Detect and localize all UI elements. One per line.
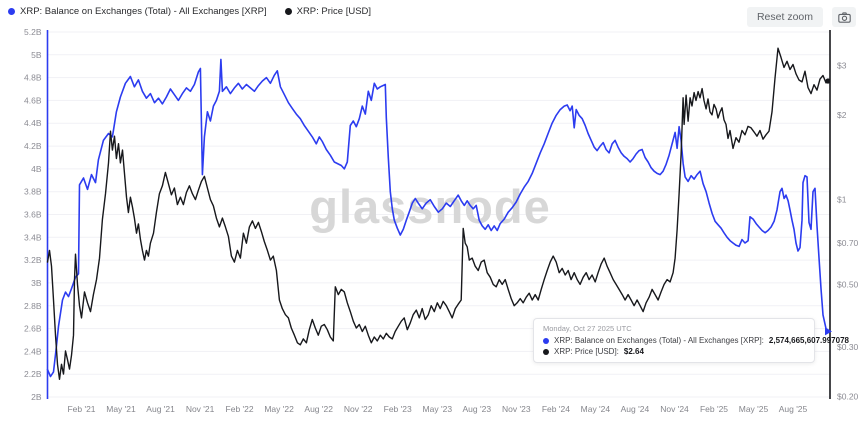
reset-zoom-button[interactable]: Reset zoom	[746, 7, 823, 27]
y-axis-left-tick-label: 4.8B	[24, 73, 42, 83]
y-axis-left-tick-label: 4B	[31, 164, 42, 174]
y-axis-left-tick-label: 3.6B	[24, 210, 42, 220]
chart-tooltip: Monday, Oct 27 2025 UTC XRP: Balance on …	[533, 318, 849, 363]
x-axis-tick-label: Feb '24	[542, 404, 570, 414]
y-axis-right-tick-label: $1	[837, 195, 847, 205]
camera-icon	[837, 11, 851, 23]
x-axis-tick-label: Nov '21	[186, 404, 215, 414]
tooltip-balance-label: XRP: Balance on Exchanges (Total) - All …	[554, 336, 764, 345]
x-axis-tick-label: Nov '23	[502, 404, 531, 414]
camera-button[interactable]	[832, 7, 856, 27]
y-axis-right-tick-label: $0.70	[837, 238, 859, 248]
x-axis-tick-label: May '25	[739, 404, 769, 414]
price-series-line	[46, 47, 829, 380]
y-axis-left-tick-label: 2.2B	[24, 369, 42, 379]
x-axis-tick-label: Nov '22	[344, 404, 373, 414]
y-axis-right-tick-label: $3	[837, 60, 847, 70]
price-series-end-marker	[825, 78, 831, 84]
x-axis-tick-label: Nov '24	[660, 404, 689, 414]
x-axis-tick-label: Feb '21	[67, 404, 95, 414]
tooltip-price-value: $2.64	[623, 347, 644, 356]
black-dot-icon	[284, 8, 292, 15]
y-axis-left-tick-label: 3B	[31, 278, 42, 288]
glassnode-watermark: glassnode	[309, 180, 550, 233]
y-axis-left-tick-label: 3.8B	[24, 187, 42, 197]
y-axis-left-tick-label: 3.2B	[24, 255, 42, 265]
x-axis-tick-label: May '22	[264, 404, 294, 414]
y-axis-left-tick-label: 2.4B	[24, 346, 42, 356]
x-axis-tick-label: May '21	[106, 404, 136, 414]
tooltip-row-price: XRP: Price [USD]: $2.64	[543, 347, 805, 356]
tooltip-price-label: XRP: Price [USD]:	[554, 347, 619, 356]
legend-label-price: XRP: Price [USD]	[296, 6, 372, 17]
y-axis-left-tick-label: 2B	[31, 392, 42, 402]
x-axis-tick-label: Feb '22	[226, 404, 254, 414]
legend-label-balance: XRP: Balance on Exchanges (Total) - All …	[20, 6, 267, 17]
balance-series-line	[46, 58, 831, 378]
legend: XRP: Balance on Exchanges (Total) - All …	[8, 6, 371, 17]
x-axis-tick-label: Aug '22	[304, 404, 333, 414]
x-axis-tick-label: Aug '25	[779, 404, 808, 414]
y-axis-right-tick-label: $2	[837, 110, 847, 120]
black-dot-icon	[543, 348, 549, 355]
y-axis-left-tick-label: 3.4B	[24, 232, 42, 242]
y-axis-right-tick-label: $0.20	[837, 391, 859, 401]
tooltip-date: Monday, Oct 27 2025 UTC	[543, 324, 632, 333]
y-axis-left-tick-label: 2.6B	[24, 324, 42, 334]
y-axis-left-tick-label: 5B	[31, 50, 42, 60]
x-axis-tick-label: May '23	[423, 404, 453, 414]
y-axis-right-tick-label: $0.50	[837, 279, 859, 289]
x-axis-tick-label: Aug '21	[146, 404, 175, 414]
y-axis-left-tick-label: 4.4B	[24, 118, 42, 128]
y-axis-left-tick-label: 4.6B	[24, 95, 42, 105]
y-axis-left-tick-label: 2.8B	[24, 301, 42, 311]
x-axis-tick-label: May '24	[581, 404, 611, 414]
blue-dot-icon	[8, 8, 15, 15]
header-buttons: Reset zoom	[746, 7, 856, 27]
tooltip-row-balance: XRP: Balance on Exchanges (Total) - All …	[543, 336, 849, 345]
x-axis-tick-label: Feb '25	[700, 404, 728, 414]
legend-item-price[interactable]: XRP: Price [USD]	[284, 6, 372, 17]
blue-dot-icon	[543, 337, 549, 344]
tooltip-balance-value: 2,574,665,607.997078	[768, 336, 849, 345]
y-axis-left-tick-label: 5.2B	[24, 27, 42, 37]
y-axis-right-tick-label: $0.30	[837, 342, 859, 352]
x-axis-tick-label: Aug '24	[621, 404, 650, 414]
x-axis-tick-label: Aug '23	[463, 404, 492, 414]
balance-series-end-marker	[825, 327, 832, 336]
y-axis-left-tick-label: 4.2B	[24, 141, 42, 151]
x-axis-tick-label: Feb '23	[384, 404, 412, 414]
legend-item-balance[interactable]: XRP: Balance on Exchanges (Total) - All …	[8, 6, 267, 17]
